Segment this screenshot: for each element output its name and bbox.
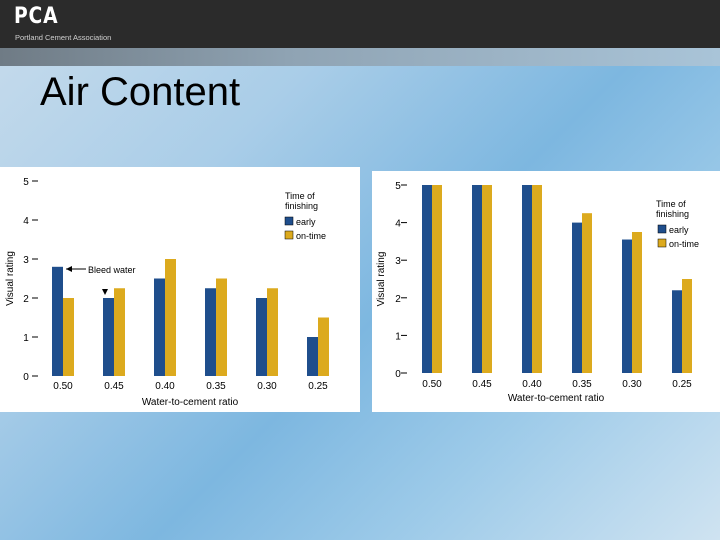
header-bar: PCA Portland Cement Association	[0, 0, 720, 48]
y-tick-label: 1	[395, 331, 401, 342]
x-tick-label: 0.35	[206, 381, 226, 392]
legend-label: on-time	[296, 231, 326, 241]
bar-on-time	[63, 298, 74, 376]
bar-early	[307, 337, 318, 376]
x-tick-label: 0.35	[572, 379, 592, 390]
y-tick-label: 3	[395, 256, 401, 267]
legend-label: early	[296, 217, 316, 227]
bar-on-time	[532, 185, 542, 373]
x-tick-label: 0.25	[672, 379, 692, 390]
y-tick-label: 1	[23, 333, 29, 344]
legend-label: on-time	[669, 239, 699, 249]
bar-early	[422, 185, 432, 373]
legend-swatch	[284, 230, 294, 240]
x-axis-title: Water-to-cement ratio	[142, 397, 239, 408]
chart-panel-left: 0 1 2 3 4 5 Visual rating 0.50 0.45 0.40 0.35 0.30 0…	[0, 167, 360, 412]
bar-on-time	[318, 317, 329, 376]
bar-early	[572, 222, 582, 373]
legend-title: finishing	[656, 209, 689, 219]
y-tick-label: 4	[395, 219, 401, 230]
y-axis-title: Visual rating	[5, 251, 16, 306]
chart-left: 0 1 2 3 4 5 Visual rating 0.50 0.45 0.40 0.35 0.30 0…	[5, 177, 329, 408]
x-tick-label: 0.50	[422, 379, 442, 390]
annotation-arrowhead	[66, 266, 72, 272]
bar-early	[672, 290, 682, 373]
bar-early	[622, 239, 632, 373]
bar-early	[205, 288, 216, 376]
header-divider	[0, 48, 720, 66]
x-tick-label: 0.30	[622, 379, 642, 390]
bar-early	[472, 185, 482, 373]
bar-on-time	[482, 185, 492, 373]
y-tick-label: 3	[23, 255, 29, 266]
bar-on-time	[165, 259, 176, 376]
y-tick-label: 2	[23, 294, 29, 305]
y-tick-label: 4	[23, 216, 29, 227]
legend-swatch	[657, 238, 667, 248]
bar-on-time	[582, 213, 592, 373]
bar-on-time	[216, 278, 227, 376]
x-tick-label: 0.30	[257, 381, 277, 392]
x-tick-label: 0.50	[53, 381, 73, 392]
annotation-label: Bleed water	[88, 265, 136, 275]
y-tick-label: 5	[395, 181, 401, 192]
bar-on-time	[432, 185, 442, 373]
bar-on-time	[114, 288, 125, 376]
x-tick-label: 0.40	[522, 379, 542, 390]
bar-early	[522, 185, 532, 373]
chart-panel-right: 0 1 2 3 4 5 Visual rating 0.50 0.45 0.40 0.35 0.30 0…	[372, 171, 720, 412]
y-tick-label: 2	[395, 294, 401, 305]
legend-title: Time of	[285, 191, 315, 201]
logo-subtitle: Portland Cement Association	[15, 33, 112, 42]
x-tick-label: 0.40	[155, 381, 175, 392]
y-tick-label: 0	[23, 372, 29, 383]
legend-swatch	[284, 216, 294, 226]
legend-title: finishing	[285, 201, 318, 211]
bar-on-time	[267, 288, 278, 376]
bar-early	[256, 298, 267, 376]
bar-early	[103, 298, 114, 376]
x-tick-label: 0.45	[472, 379, 492, 390]
y-tick-label: 5	[23, 177, 29, 188]
x-axis-title: Water-to-cement ratio	[508, 393, 605, 404]
slide-title: Air Content	[40, 70, 241, 114]
x-tick-label: 0.25	[308, 381, 328, 392]
bar-early	[154, 278, 165, 376]
bar-on-time	[682, 279, 692, 373]
bar-early	[52, 266, 63, 376]
y-axis-title: Visual rating	[376, 252, 387, 307]
annotation-marker	[102, 289, 108, 295]
chart-right: 0 1 2 3 4 5 Visual rating 0.50 0.45 0.40 0.35 0.30 0…	[376, 181, 699, 404]
legend-swatch	[657, 224, 667, 234]
y-tick-label: 0	[395, 369, 401, 380]
x-tick-label: 0.45	[104, 381, 124, 392]
legend-title: Time of	[656, 199, 686, 209]
bar-on-time	[632, 232, 642, 373]
legend-label: early	[669, 225, 689, 235]
pca-logo: PCA	[14, 4, 59, 29]
